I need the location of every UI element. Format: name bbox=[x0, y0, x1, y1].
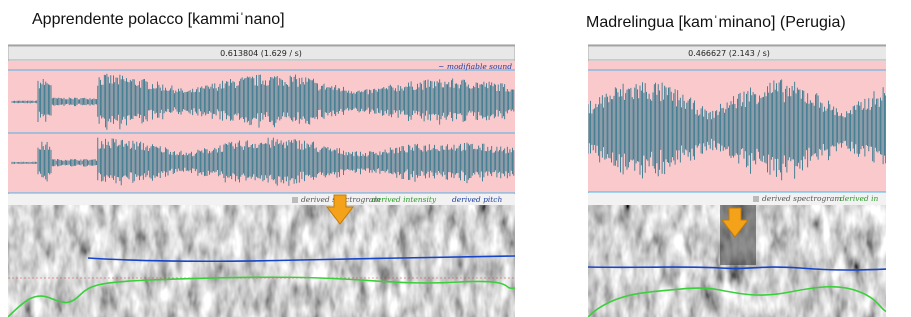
selection-duration: 0.613804 (1.629 / s) bbox=[220, 49, 302, 58]
selection-duration: 0.466627 (2.143 / s) bbox=[688, 49, 770, 58]
panel-title: Apprendente polacco [kammiˈnano] bbox=[32, 11, 285, 28]
right-panel: 0.466627 (2.143 / s) derived spectrogram… bbox=[588, 45, 888, 317]
legend-label: derived spectrogram bbox=[762, 194, 841, 203]
panel-title: Madrelingua [kamˈminano] (Perugia) bbox=[586, 14, 846, 31]
legend-bar bbox=[8, 194, 515, 205]
legend-label: derived in bbox=[840, 194, 878, 203]
sound-label: ~ modifiable sound bbox=[438, 62, 512, 71]
legend-swatch bbox=[753, 196, 759, 202]
legend-label: derived intensity bbox=[372, 195, 437, 204]
legend-label: derived pitch bbox=[452, 195, 502, 204]
left-panel: 0.613804 (1.629 / s) ~ modifiable sound … bbox=[8, 45, 515, 317]
legend-swatch bbox=[292, 197, 298, 203]
screenshot: Apprendente polacco [kammiˈnano] Madreli… bbox=[0, 0, 911, 317]
